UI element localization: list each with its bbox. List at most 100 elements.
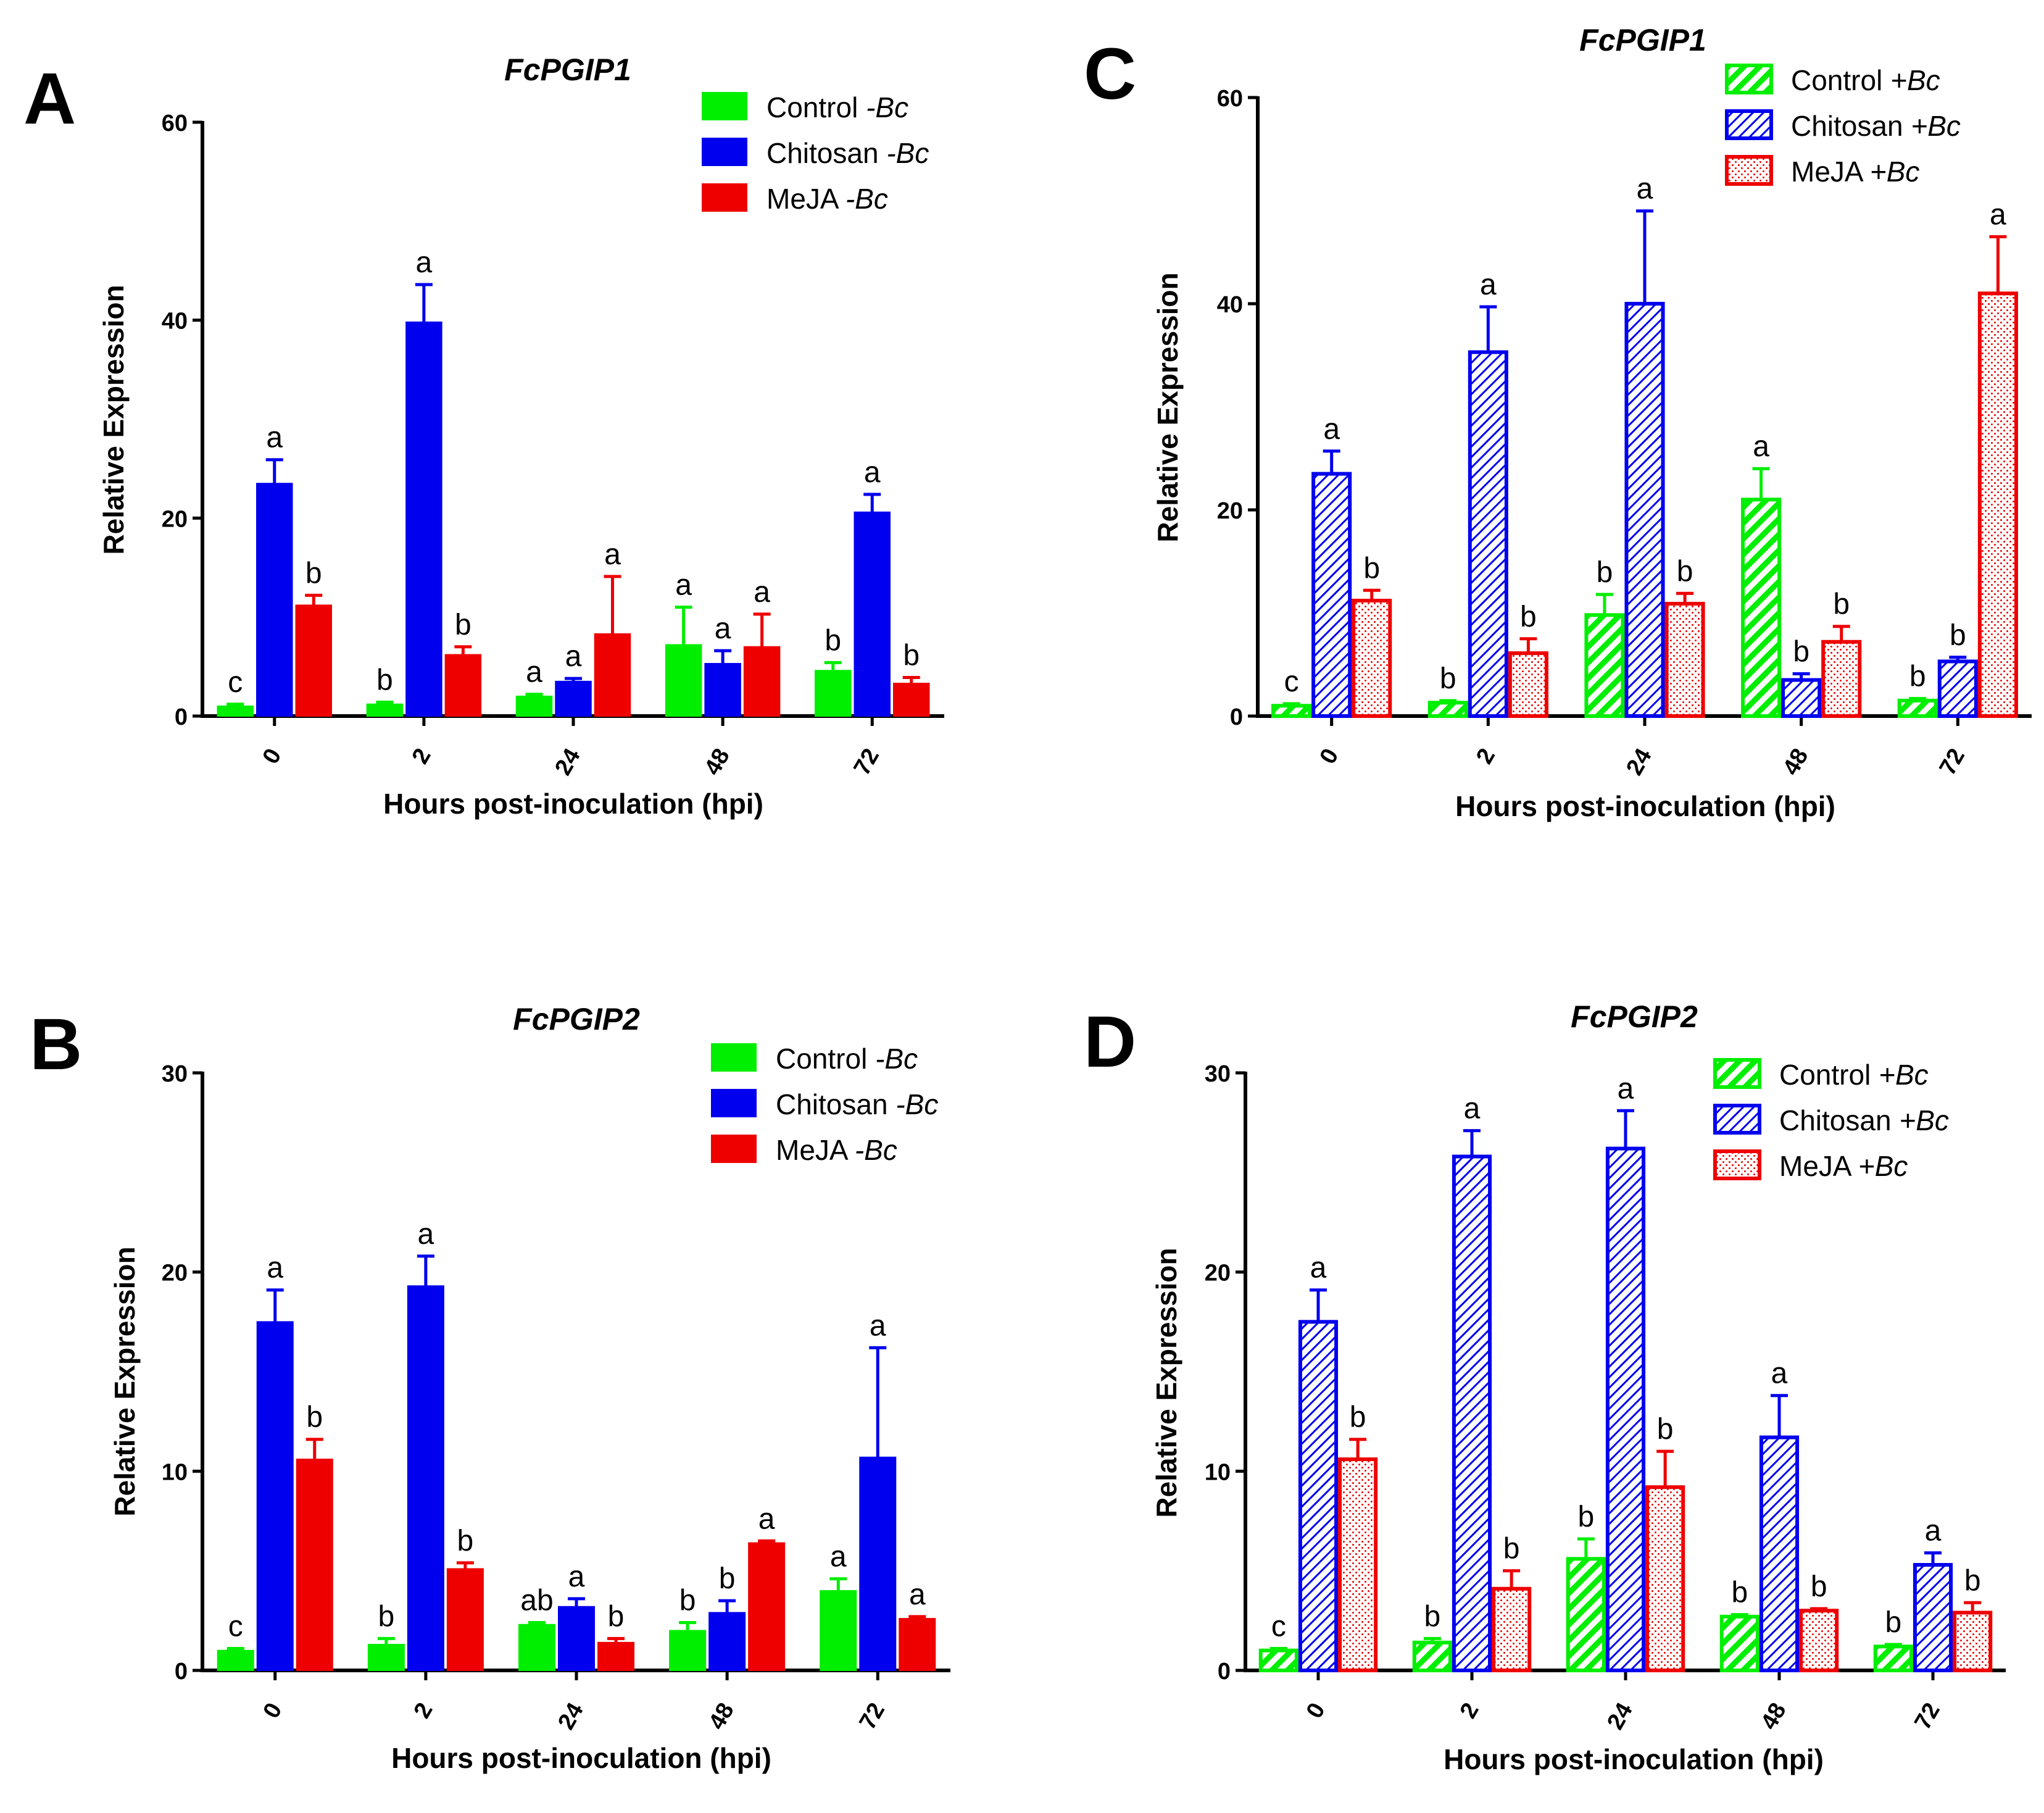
significance-label: b (679, 1585, 696, 1617)
bar-meja-0 (1352, 598, 1392, 719)
significance-label: a (870, 1309, 886, 1342)
chart-title: FcPGIP2 (1571, 999, 1698, 1034)
y-tick-label: 0 (175, 704, 188, 730)
significance-label: b (608, 1600, 625, 1633)
x-tick-label: 24 (553, 1699, 589, 1735)
significance-label: b (1503, 1533, 1520, 1565)
significance-label: b (376, 664, 393, 697)
significance-label: c (228, 666, 243, 699)
bar-control-48 (665, 644, 702, 717)
bar-chitosan-72 (1913, 1562, 1953, 1672)
bar-meja-2 (1508, 651, 1548, 719)
significance-label: ab (520, 1585, 553, 1617)
y-tick-label: 10 (162, 1459, 188, 1485)
significance-label: c (228, 1611, 243, 1643)
bar-chitosan-2 (407, 1285, 444, 1672)
x-tick-label: 72 (1909, 1699, 1945, 1735)
bar-control-2 (1412, 1640, 1452, 1672)
x-tick-label: 48 (704, 1699, 739, 1735)
bar-control-2 (1427, 701, 1468, 719)
significance-label: b (1424, 1600, 1440, 1633)
significance-label: a (416, 246, 433, 279)
bar-chitosan-48 (1759, 1435, 1800, 1672)
bar-chitosan-24 (555, 680, 592, 717)
significance-label: a (526, 656, 542, 689)
bar-control-48 (1741, 498, 1782, 718)
significance-label: a (1464, 1093, 1481, 1125)
significance-label: b (1350, 1401, 1366, 1434)
bar-control-0 (1271, 704, 1312, 719)
bar-meja-0 (1338, 1457, 1378, 1673)
bar-control-48 (669, 1630, 707, 1671)
y-axis-label: Relative Expression (1152, 272, 1184, 542)
significance-label: a (1618, 1072, 1634, 1105)
bar-chitosan-2 (1452, 1154, 1492, 1672)
bar-meja-24 (597, 1641, 635, 1671)
x-axis-label: Hours post-inoculation (hpi) (383, 788, 763, 820)
bar-meja-24 (594, 633, 631, 717)
bar-meja-48 (1821, 640, 1862, 719)
significance-label: a (1480, 269, 1497, 301)
significance-label: b (306, 1401, 323, 1434)
significance-label: a (1753, 430, 1769, 463)
y-tick-label: 40 (162, 309, 188, 335)
bar-chitosan-72 (854, 511, 891, 717)
legend-entry-control: Control -Bc (766, 91, 908, 123)
bar-chitosan-72 (1937, 659, 1978, 718)
x-tick-label: 0 (259, 1699, 288, 1723)
x-axis-label: Hours post-inoculation (hpi) (1455, 790, 1835, 822)
legend-swatch-meja (711, 1135, 757, 1163)
legend-entry-meja: MeJA -Bc (766, 183, 888, 215)
x-tick-label: 0 (1302, 1699, 1331, 1723)
legend-entry-chitosan: Chitosan +Bc (1779, 1104, 1949, 1136)
significance-label: b (1964, 1564, 1981, 1597)
significance-label: b (378, 1600, 394, 1633)
legend-entry-meja: MeJA +Bc (1791, 156, 1919, 188)
y-tick-label: 0 (175, 1659, 188, 1685)
bar-control-72 (1873, 1644, 1913, 1673)
significance-label: a (266, 422, 283, 454)
significance-label: b (825, 624, 841, 657)
significance-label: a (418, 1218, 434, 1251)
bar-control-72 (1897, 698, 1938, 718)
x-tick-label: 2 (409, 1699, 438, 1723)
legend-swatch-chitosan (711, 1089, 757, 1117)
y-tick-label: 30 (162, 1061, 188, 1087)
y-tick-label: 0 (1218, 1659, 1231, 1685)
bar-meja-24 (1664, 601, 1705, 718)
x-tick-label: 0 (258, 744, 287, 769)
legend-swatch-control (1713, 1058, 1761, 1089)
bar-control-0 (217, 1649, 254, 1672)
bar-control-24 (518, 1623, 555, 1671)
significance-label: b (1657, 1413, 1674, 1446)
bar-meja-72 (892, 683, 930, 717)
significance-label: b (1811, 1570, 1827, 1603)
x-tick-label: 2 (407, 744, 436, 769)
panel-label: C (1084, 33, 1136, 115)
y-tick-label: 60 (1217, 86, 1243, 112)
chart-title: FcPGIP1 (1579, 23, 1706, 57)
significance-label: a (909, 1578, 926, 1611)
x-tick-label: 72 (1935, 744, 1971, 780)
bar-chitosan-0 (1311, 472, 1352, 718)
legend-swatch-control (1725, 64, 1773, 94)
legend-entry-chitosan: Chitosan -Bc (766, 137, 929, 169)
panel-label: D (1084, 1001, 1136, 1083)
x-tick-label: 2 (1455, 1699, 1484, 1723)
significance-label: a (830, 1541, 847, 1573)
bar-chitosan-2 (1468, 350, 1508, 718)
bar-control-24 (1566, 1557, 1606, 1672)
y-tick-label: 10 (1205, 1459, 1231, 1485)
chart-title: FcPGIP2 (513, 1002, 640, 1036)
y-axis-label: Relative Expression (98, 285, 130, 554)
significance-label: c (1271, 1611, 1286, 1643)
significance-label: b (719, 1562, 736, 1595)
significance-label: b (1677, 555, 1693, 588)
significance-label: a (1771, 1357, 1788, 1390)
legend-swatch-chitosan (702, 138, 747, 166)
bar-control-2 (366, 703, 404, 717)
bar-chitosan-24 (557, 1606, 596, 1671)
x-axis-label: Hours post-inoculation (hpi) (391, 1742, 771, 1774)
